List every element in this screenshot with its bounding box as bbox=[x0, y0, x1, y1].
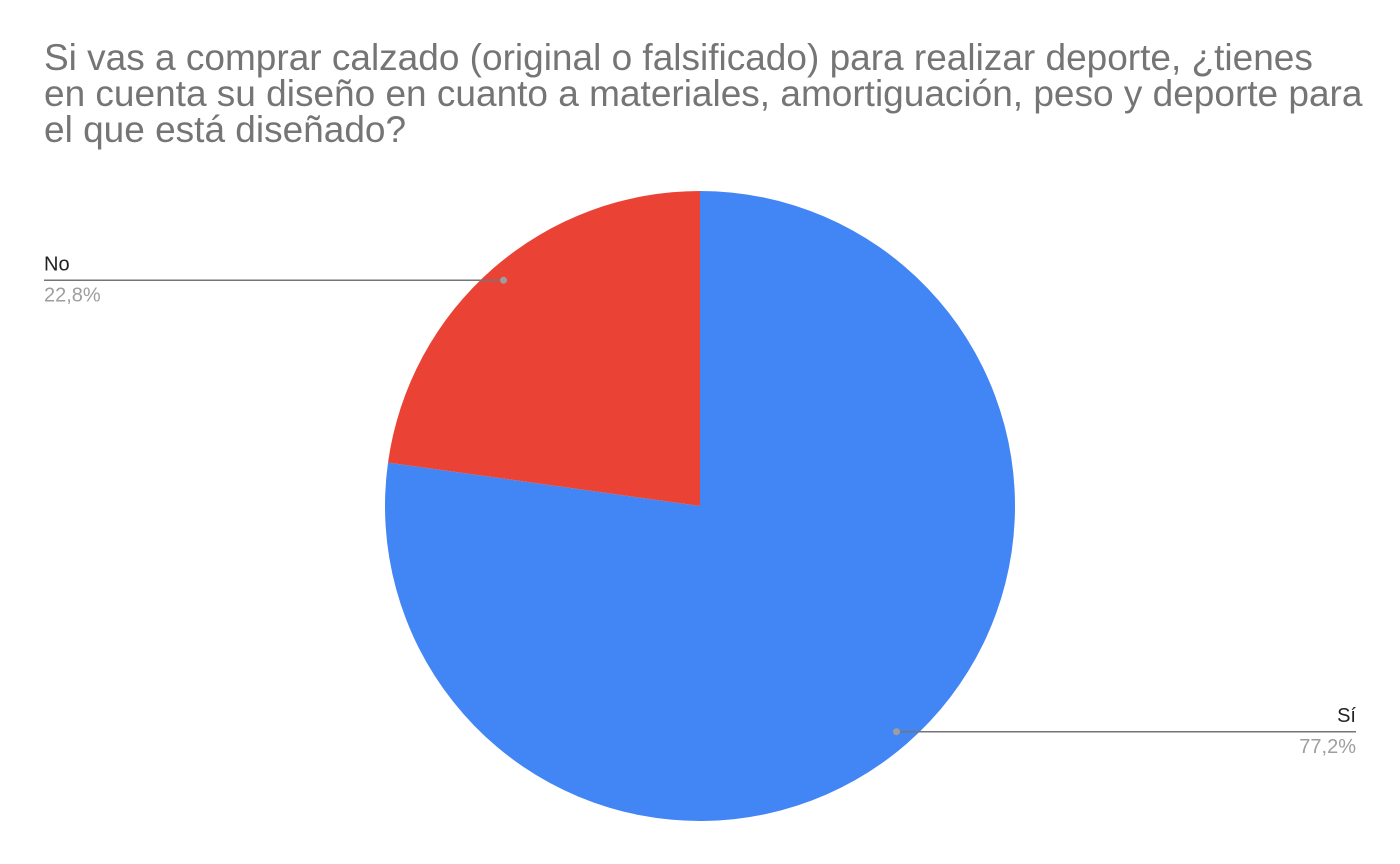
slice-value-label: 77,2% bbox=[1299, 736, 1356, 758]
slice-value-label: 22,8% bbox=[44, 285, 101, 307]
leader-dot bbox=[500, 276, 508, 284]
leader-dot bbox=[892, 728, 900, 736]
slice-label: No bbox=[44, 254, 70, 276]
pie-slice bbox=[388, 191, 700, 506]
slice-label: Sí bbox=[1337, 705, 1356, 727]
chart-title: Si vas a comprar calzado (original o fal… bbox=[44, 37, 1363, 150]
